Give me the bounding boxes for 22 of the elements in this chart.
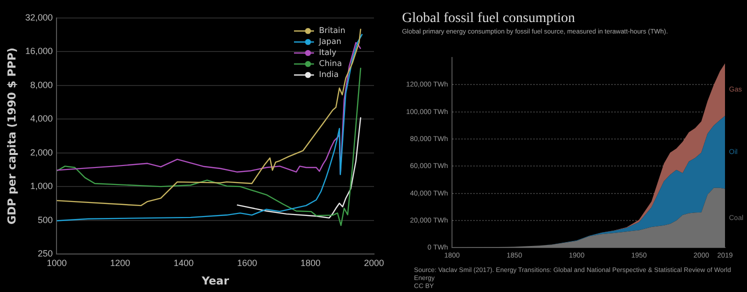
y-tick-label: 250 xyxy=(38,248,53,258)
x-tick-label: 1600 xyxy=(237,258,258,268)
legend-label: Italy xyxy=(318,48,337,58)
x-tick-label: 1000 xyxy=(46,258,67,268)
y-tick-label: 16,000 xyxy=(25,46,53,56)
legend-label: China xyxy=(318,59,342,68)
legend-label: India xyxy=(318,70,339,80)
y-tick-label: 2,000 xyxy=(30,147,53,158)
legend-label: Japan xyxy=(318,37,342,46)
y-tick-label: 500 xyxy=(38,214,53,225)
legend-label: Britain xyxy=(318,26,346,36)
chart-title: Global fossil fuel consumption xyxy=(402,11,576,26)
x-axis-title: Year xyxy=(200,274,230,288)
x-tick-label: 1800 xyxy=(300,258,321,268)
x-tick-label: 1400 xyxy=(174,258,194,268)
y-tick-label: 32,000 xyxy=(25,12,53,22)
x-tick-label: 2000 xyxy=(364,258,384,268)
y-tick-label: 4,000 xyxy=(30,114,53,124)
y-tick-label: 8,000 xyxy=(30,80,53,90)
x-tick-label: 1200 xyxy=(110,258,130,268)
y-tick-label: 1,000 xyxy=(30,181,53,192)
y-axis-title: GDP per capita (1990 $ PPP) xyxy=(5,48,18,224)
